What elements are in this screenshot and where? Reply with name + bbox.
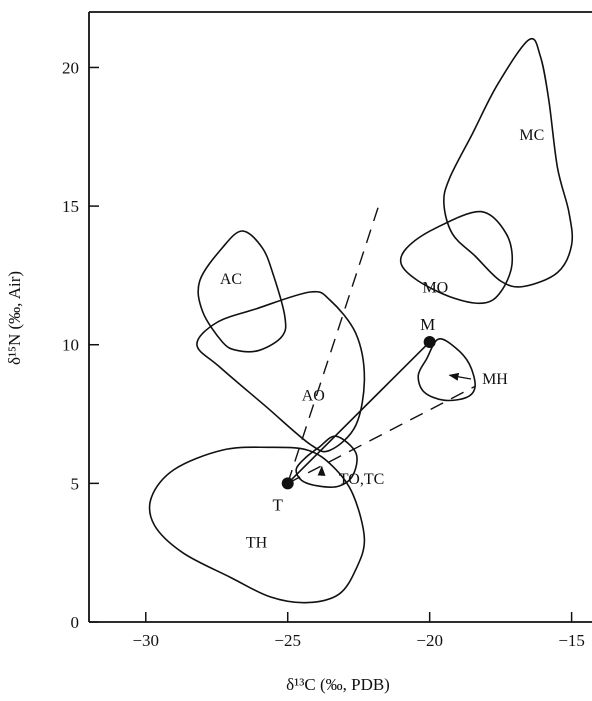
- region-ao: [196, 290, 366, 453]
- regions: MC MO MH AC AO TO,TC TH: [148, 37, 574, 604]
- x-axis-title: δ¹³C (‰, PDB): [286, 675, 390, 694]
- x-tick-label: −30: [132, 631, 159, 650]
- region-ac: [197, 230, 287, 353]
- region-label-th: TH: [246, 535, 268, 552]
- y-tick-label: 15: [62, 197, 79, 216]
- region-mc: [443, 37, 574, 288]
- points: TM: [273, 315, 436, 514]
- lines: [287, 205, 476, 484]
- region-mh: [417, 338, 476, 402]
- region-to-tc: [295, 435, 358, 488]
- connector-line: [287, 341, 431, 484]
- mh-pointer-arrow: [448, 372, 472, 381]
- region-mo: [399, 210, 514, 305]
- point-label-t: T: [273, 495, 284, 514]
- region-label-ao: AO: [302, 388, 325, 405]
- region-label-mh: MH: [482, 371, 508, 388]
- region-label-to-tc: TO,TC: [339, 471, 384, 488]
- y-tick-label: 0: [71, 613, 80, 632]
- point-t: [281, 477, 294, 490]
- axes: −30 −25 −20 −15 0 5 10 15 20: [62, 11, 592, 650]
- x-tick-label: −20: [416, 631, 443, 650]
- y-axis-title: δ¹⁵N (‰, Air): [5, 271, 24, 365]
- y-tick-label: 5: [71, 474, 80, 493]
- region-th: [148, 446, 366, 604]
- region-label-ac: AC: [220, 271, 242, 288]
- y-tick-label: 10: [62, 336, 79, 355]
- region-label-mo: MO: [422, 280, 448, 297]
- region-label-mc: MC: [519, 127, 544, 144]
- point-label-m: M: [420, 315, 435, 334]
- x-tick-label: −25: [274, 631, 301, 650]
- annotations: [317, 372, 472, 476]
- y-tick-label: 20: [62, 58, 79, 77]
- point-m: [423, 335, 436, 348]
- x-tick-label: −15: [558, 631, 585, 650]
- dashed-line: [287, 205, 380, 484]
